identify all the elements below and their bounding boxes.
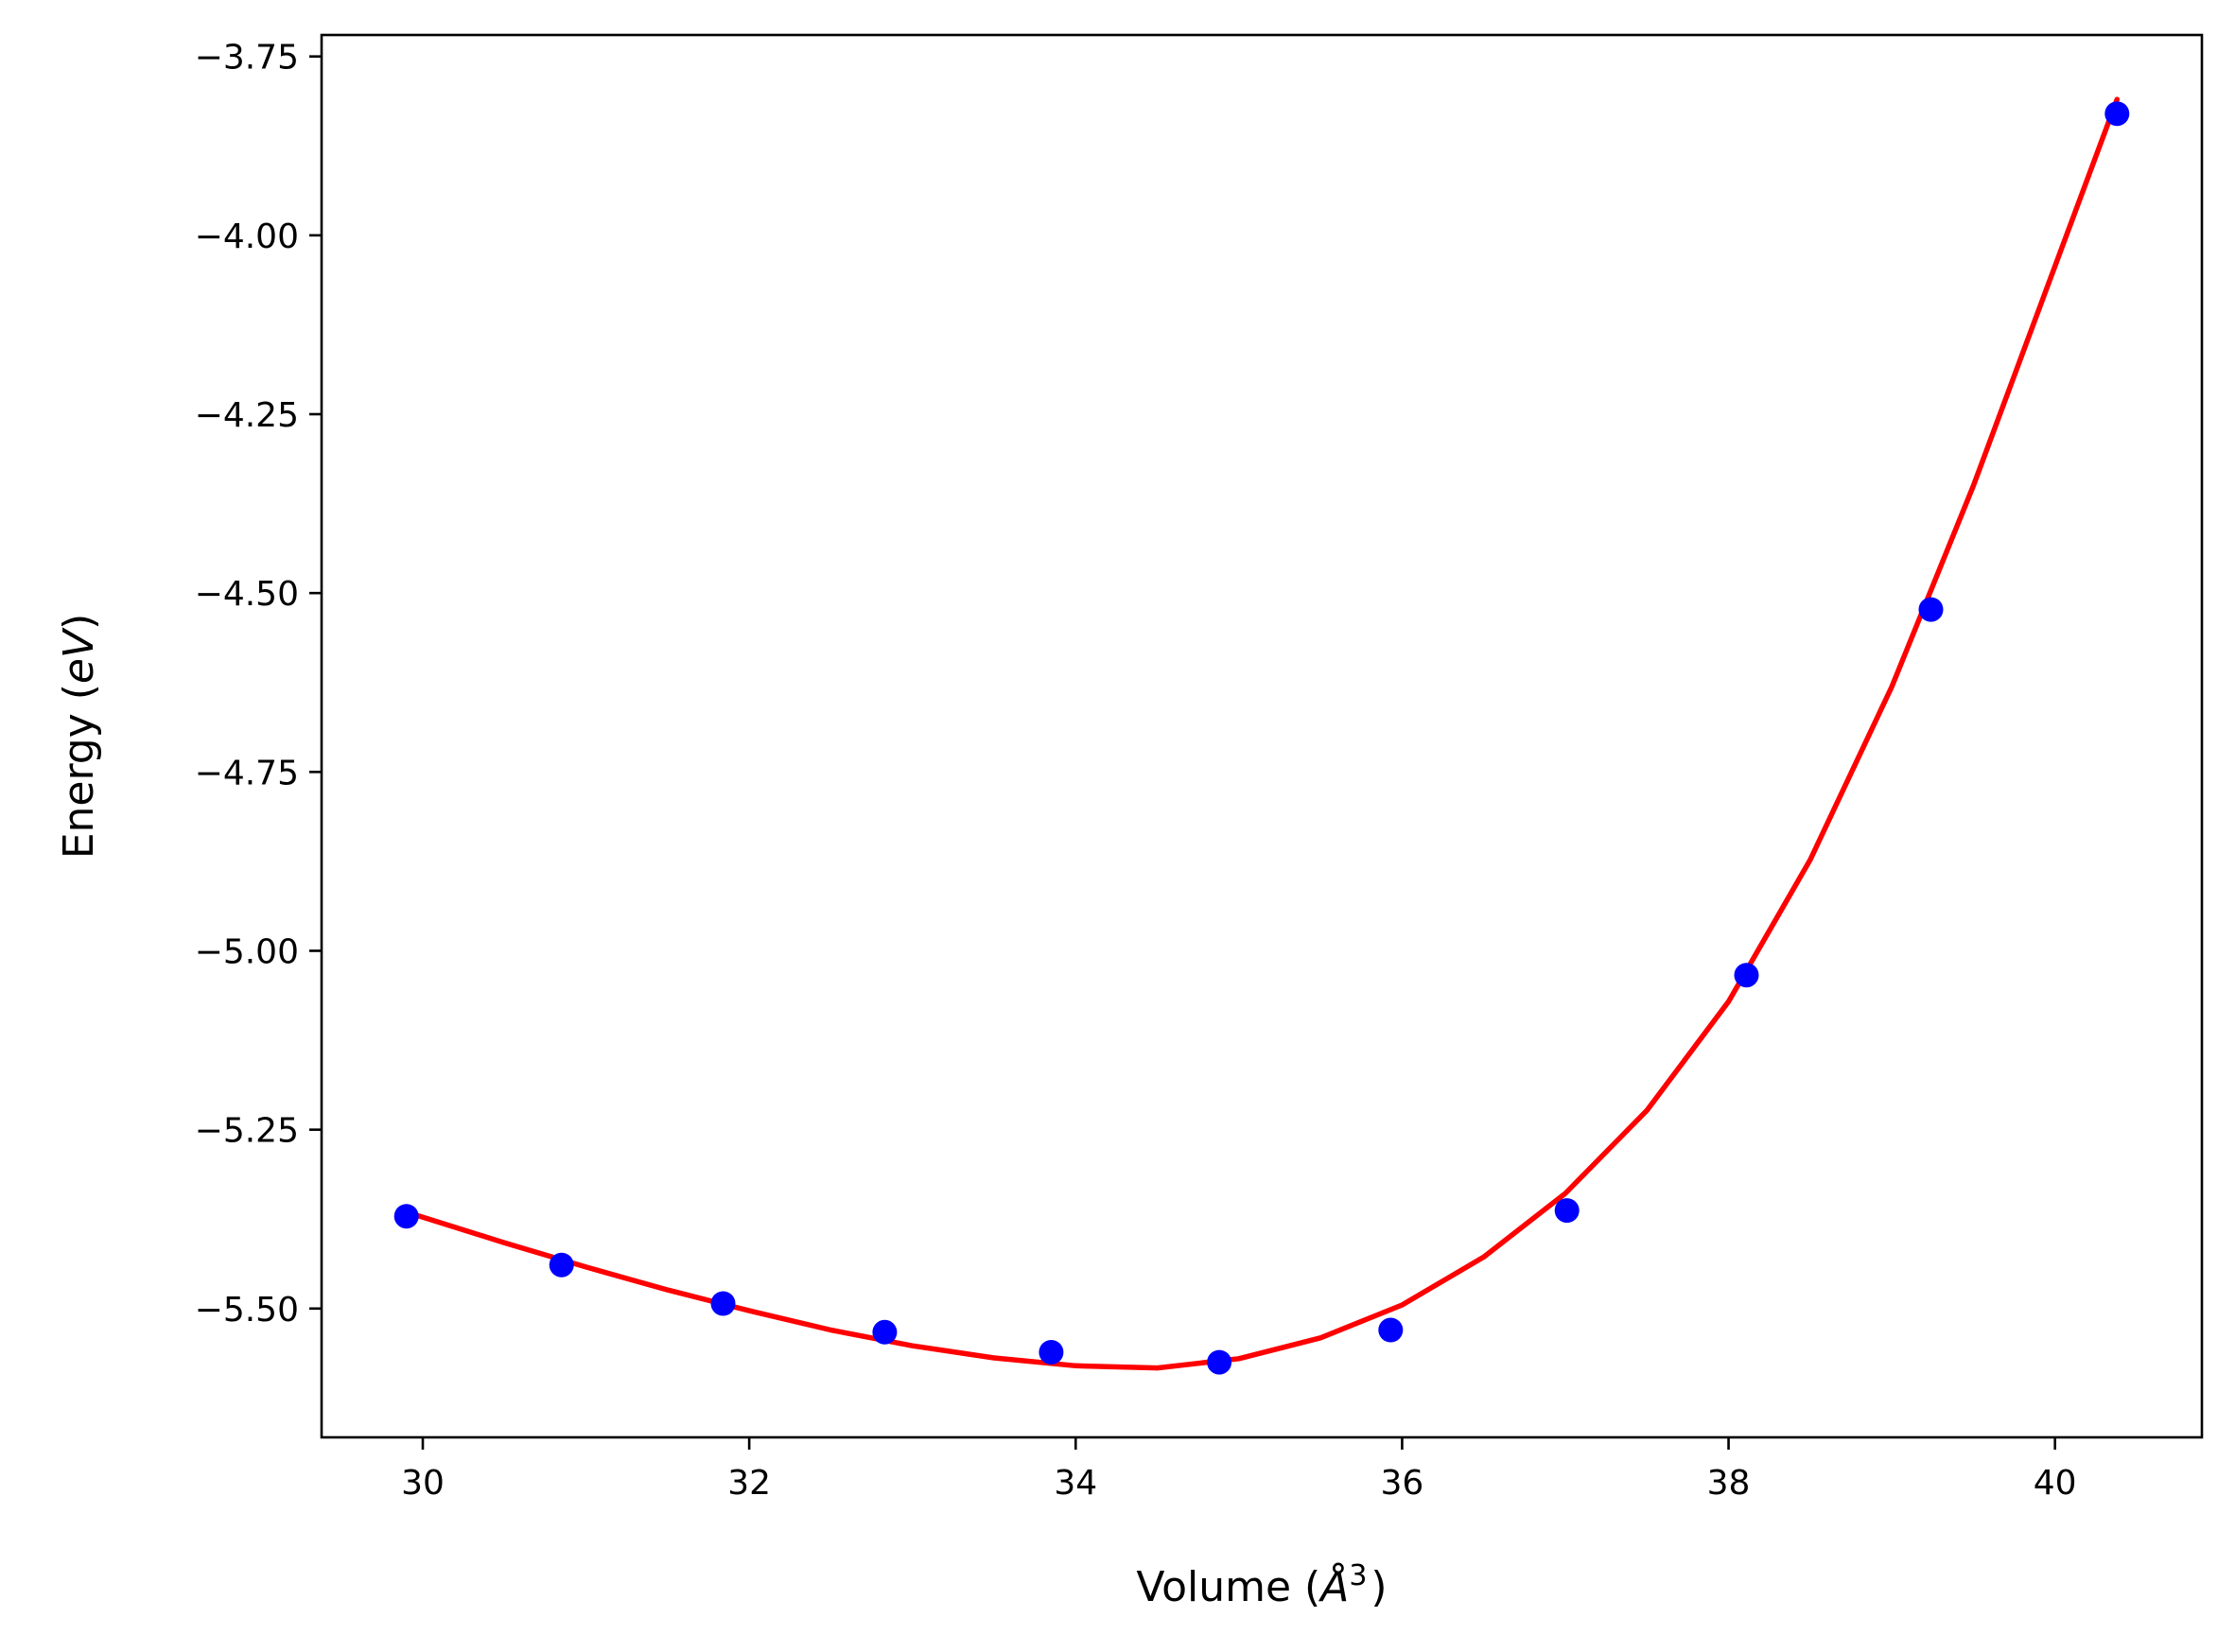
data-point bbox=[1207, 1349, 1232, 1375]
y-tick-label: −5.00 bbox=[195, 932, 299, 971]
y-axis-label-suffix: ) bbox=[55, 614, 103, 630]
y-tick-label: −4.50 bbox=[195, 575, 299, 614]
y-tick-label: −4.25 bbox=[195, 396, 299, 435]
x-axis-label: Volume (Å3) bbox=[1136, 1559, 1387, 1612]
y-tick-label: −5.50 bbox=[195, 1291, 299, 1330]
data-point bbox=[2104, 101, 2130, 127]
data-point bbox=[710, 1291, 736, 1316]
data-points-layer bbox=[393, 101, 2130, 1375]
y-tick-label: −4.75 bbox=[195, 754, 299, 792]
x-tick-label: 40 bbox=[2034, 1464, 2077, 1503]
y-axis-label-unit: eV bbox=[55, 627, 103, 684]
x-tick-label: 36 bbox=[1381, 1464, 1424, 1503]
y-axis-label: Energy (eV) bbox=[55, 614, 103, 860]
fit-curve-line bbox=[403, 96, 2121, 1371]
data-point bbox=[1039, 1340, 1064, 1365]
x-axis-label-suffix: ) bbox=[1371, 1563, 1387, 1611]
data-point bbox=[1554, 1198, 1580, 1224]
x-axis-label-unit-symbol: Å bbox=[1318, 1561, 1349, 1611]
x-axis-ticks: 30 32 34 36 38 40 bbox=[401, 1437, 2077, 1503]
data-point bbox=[1918, 597, 1944, 622]
data-point bbox=[393, 1204, 419, 1229]
x-tick-label: 32 bbox=[727, 1464, 771, 1503]
x-tick-label: 38 bbox=[1707, 1464, 1751, 1503]
plot-frame bbox=[320, 33, 2204, 1439]
data-point bbox=[1734, 963, 1759, 988]
data-point bbox=[872, 1319, 898, 1345]
data-point bbox=[1378, 1317, 1404, 1343]
x-tick-label: 30 bbox=[401, 1464, 445, 1503]
y-tick-label: −4.00 bbox=[195, 217, 299, 256]
y-axis-label-prefix: Energy ( bbox=[55, 684, 103, 859]
x-tick-label: 34 bbox=[1054, 1464, 1097, 1503]
y-tick-label: −3.75 bbox=[195, 39, 299, 78]
fit-line-layer bbox=[403, 96, 2121, 1371]
y-axis-ticks: −3.75 −4.00 −4.25 −4.50 −4.75 −5.00 −5.25 −5.50 bbox=[195, 39, 322, 1330]
data-point bbox=[549, 1252, 574, 1278]
y-tick-label: −5.25 bbox=[195, 1112, 299, 1151]
x-axis-label-prefix: Volume ( bbox=[1136, 1563, 1320, 1611]
x-axis-label-superscript: 3 bbox=[1349, 1559, 1367, 1592]
